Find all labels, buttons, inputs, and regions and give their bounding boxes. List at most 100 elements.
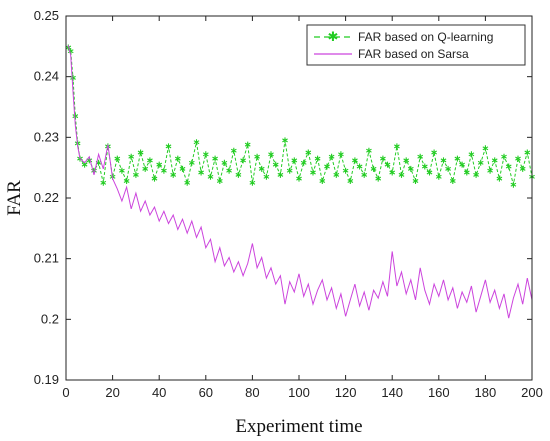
x-tick-label: 180 <box>475 385 497 400</box>
series-point-0 <box>426 169 433 176</box>
series-point-0 <box>133 171 139 178</box>
series-point-0 <box>263 173 270 180</box>
series-point-0 <box>380 155 386 162</box>
series-point-0 <box>375 175 382 182</box>
series-point-0 <box>440 157 447 164</box>
series-point-0 <box>184 179 191 186</box>
series-point-0 <box>319 178 326 184</box>
series-point-0 <box>70 74 76 81</box>
series-layer <box>65 44 535 319</box>
series-point-0 <box>226 167 232 174</box>
series-point-0 <box>268 151 274 158</box>
series-point-0 <box>161 167 167 174</box>
legend: ✱ FAR based on Q-learning FAR based on S… <box>306 24 526 66</box>
series-point-0 <box>170 171 177 178</box>
series-point-0 <box>216 178 223 184</box>
x-tick-label: 0 <box>62 385 69 400</box>
series-point-0 <box>328 153 335 160</box>
series-point-0 <box>207 173 214 180</box>
series-point-0 <box>491 157 498 164</box>
series-point-0 <box>421 163 428 170</box>
series-point-0 <box>296 175 302 182</box>
y-tick-label: 0.19 <box>34 372 59 387</box>
series-point-0 <box>463 169 470 176</box>
series-point-0 <box>435 173 442 180</box>
series-point-0 <box>282 137 288 144</box>
series-point-0 <box>230 147 237 154</box>
series-point-0 <box>142 165 149 172</box>
series-point-0 <box>338 151 344 158</box>
series-point-0 <box>249 179 256 186</box>
series-point-0 <box>258 165 265 172</box>
series-point-0 <box>519 165 526 172</box>
series-point-0 <box>272 161 279 168</box>
series-point-0 <box>300 159 307 166</box>
x-tick-label: 20 <box>105 385 119 400</box>
y-tick-label: 0.21 <box>34 251 59 266</box>
series-point-0 <box>202 151 209 158</box>
series-point-0 <box>398 171 405 178</box>
series-point-0 <box>449 178 456 184</box>
series-point-0 <box>468 151 475 158</box>
series-point-0 <box>188 159 195 166</box>
series-point-0 <box>174 155 181 162</box>
series-point-0 <box>352 157 358 164</box>
series-point-0 <box>137 149 144 156</box>
series-point-0 <box>505 163 512 170</box>
series-point-0 <box>123 178 130 184</box>
x-tick-label: 60 <box>199 385 213 400</box>
series-point-0 <box>347 178 354 184</box>
series-point-0 <box>394 143 400 150</box>
series-line-1 <box>67 44 533 319</box>
series-point-0 <box>198 169 204 176</box>
y-axis-title: FAR <box>4 180 25 216</box>
x-tick-label: 140 <box>381 385 403 400</box>
series-point-0 <box>389 169 396 176</box>
series-point-0 <box>342 167 349 174</box>
x-axis-title: Experiment time <box>235 416 362 437</box>
series-point-0 <box>147 157 153 164</box>
x-tick-label: 120 <box>335 385 357 400</box>
legend-label-q-learning: FAR based on Q-learning <box>358 30 493 44</box>
series-point-0 <box>310 169 316 176</box>
series-point-0 <box>384 161 391 168</box>
legend-box <box>306 24 526 66</box>
axis-ticks: 0 20 40 60 80 100 120 140 160 180 200 0.19 0.2 0.21 0.… <box>34 8 543 400</box>
series-point-0 <box>407 165 414 172</box>
series-point-0 <box>366 147 372 154</box>
series-point-0 <box>459 161 465 168</box>
series-point-0 <box>291 157 298 164</box>
series-point-0 <box>473 171 479 178</box>
y-tick-label: 0.24 <box>34 69 59 84</box>
series-point-0 <box>524 149 531 156</box>
series-point-0 <box>193 139 200 146</box>
series-point-0 <box>156 161 163 168</box>
series-point-0 <box>314 155 321 162</box>
legend-label-sarsa: FAR based on Sarsa <box>358 47 469 61</box>
series-point-0 <box>179 165 186 172</box>
series-point-0 <box>221 159 228 166</box>
series-point-0 <box>370 165 377 172</box>
series-point-0 <box>487 167 493 174</box>
series-point-0 <box>431 149 437 156</box>
series-point-0 <box>277 171 284 178</box>
series-point-0 <box>212 155 218 162</box>
series-point-0 <box>235 171 242 178</box>
series-point-0 <box>100 179 107 186</box>
series-point-0 <box>454 155 461 162</box>
series-point-0 <box>240 157 246 164</box>
series-point-0 <box>305 149 312 156</box>
x-tick-label: 80 <box>245 385 259 400</box>
series-point-0 <box>119 167 125 174</box>
y-tick-label: 0.2 <box>41 311 59 326</box>
series-point-0 <box>356 163 363 170</box>
series-point-0 <box>417 153 424 160</box>
series-point-0 <box>445 165 451 172</box>
series-point-0 <box>482 145 489 152</box>
series-point-0 <box>151 175 158 182</box>
y-tick-label: 0.25 <box>34 8 59 23</box>
series-point-0 <box>361 171 368 178</box>
series-point-0 <box>412 178 419 184</box>
